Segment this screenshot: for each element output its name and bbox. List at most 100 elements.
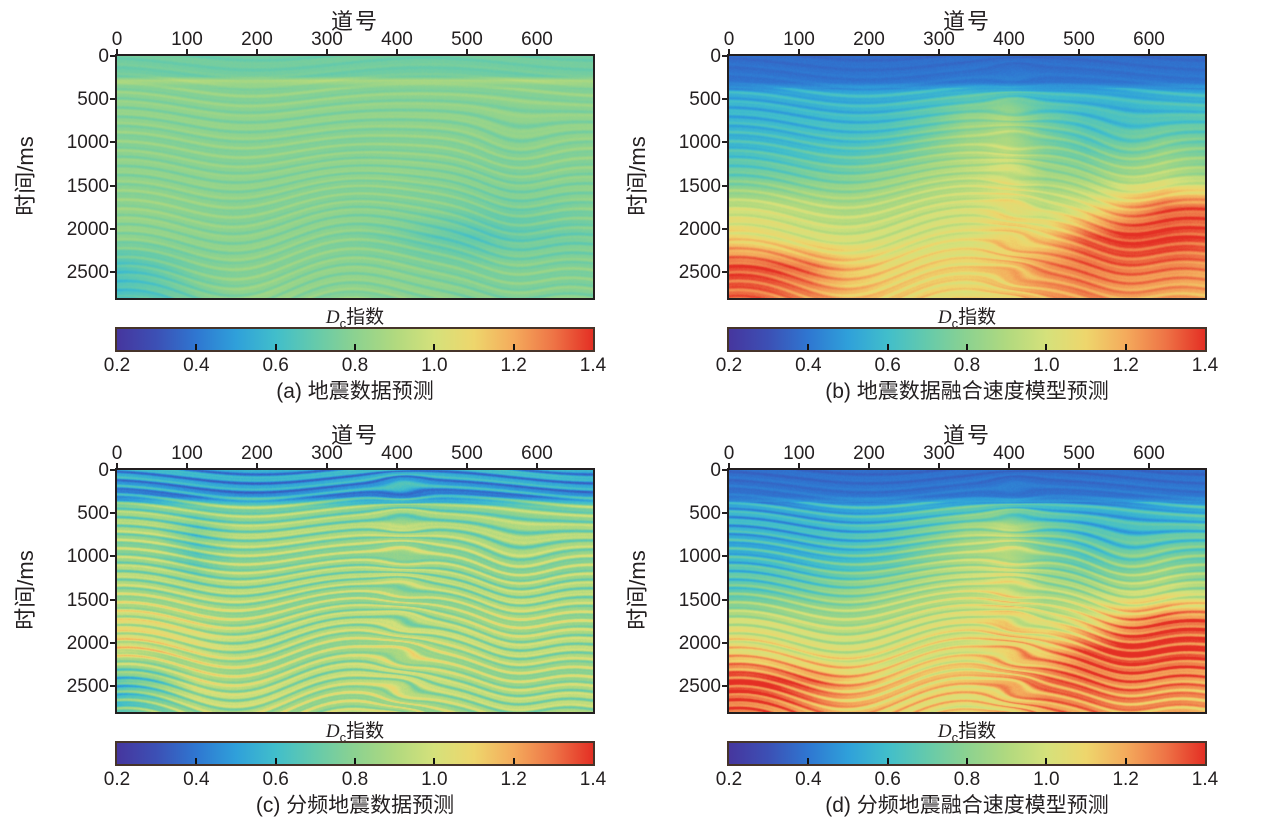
x-tick-mark (798, 49, 800, 56)
colorbar-tick-mark (1124, 758, 1127, 764)
colorbar-tick-label: 1.4 (579, 769, 607, 790)
y-tick-label: 2000 (66, 218, 109, 240)
colorbar-tick-label: 0.6 (262, 355, 289, 376)
y-axis-title: 时间/ms (13, 550, 38, 630)
x-tick-label: 300 (311, 29, 343, 50)
colorbar-tick-label: 1.0 (1033, 355, 1060, 376)
x-tick-label: 200 (853, 443, 885, 464)
x-tick-mark (798, 463, 800, 470)
colorbar-tick-mark (274, 758, 277, 764)
colorbar-c (115, 741, 595, 766)
y-tick-mark (722, 685, 729, 688)
y-tick-label: 500 (689, 89, 721, 111)
x-axis-title: 道号 (330, 9, 379, 34)
y-tick-label: 1500 (66, 175, 109, 197)
caption-d: (d) 分频地震融合速度模型预测 (825, 794, 1109, 817)
x-tick-label: 300 (311, 443, 343, 464)
y-tick-label: 2000 (66, 632, 109, 654)
heatmap-plot-b (727, 54, 1207, 300)
colorbar-tick-label: 0.8 (341, 355, 369, 376)
x-tick-label: 0 (111, 29, 123, 50)
y-tick-label: 500 (689, 503, 721, 525)
colorbar-label: Dc指数 (325, 307, 385, 331)
colorbar-tick-label: 1.2 (500, 355, 527, 376)
colorbar-tick-label: 0.4 (183, 355, 210, 376)
colorbar-tick-mark (433, 344, 436, 350)
colorbar-tick-label: 1.2 (1112, 355, 1139, 376)
x-axis-title: 道号 (330, 423, 379, 448)
x-tick-label: 200 (853, 29, 885, 50)
colorbar-tick-label: 1.2 (500, 769, 527, 790)
colorbar-tick-label: 0.4 (795, 769, 822, 790)
x-tick-mark (466, 49, 468, 56)
y-tick-label: 1000 (66, 132, 109, 154)
y-tick-mark (722, 141, 729, 144)
y-tick-label: 1500 (66, 589, 109, 611)
y-tick-label: 2500 (678, 676, 721, 698)
x-tick-label: 200 (241, 29, 273, 50)
x-tick-label: 0 (723, 29, 735, 50)
x-tick-label: 0 (111, 443, 123, 464)
colorbar-label: Dc指数 (937, 721, 997, 745)
x-tick-mark (728, 463, 730, 470)
y-tick-mark (110, 512, 117, 515)
x-axis-title: 道号 (942, 423, 991, 448)
colorbar-tick-label: 0.6 (874, 355, 901, 376)
x-tick-mark (1008, 463, 1010, 470)
y-tick-mark (110, 184, 117, 187)
x-tick-label: 500 (1063, 29, 1095, 50)
y-tick-mark (722, 271, 729, 274)
colorbar-tick-label: 1.2 (1112, 769, 1139, 790)
x-tick-mark (396, 49, 398, 56)
colorbar-tick-mark (807, 758, 810, 764)
y-tick-mark (110, 271, 117, 274)
colorbar-tick-label: 0.8 (953, 355, 981, 376)
x-tick-mark (256, 49, 258, 56)
y-tick-label: 0 (98, 460, 109, 481)
x-tick-mark (396, 463, 398, 470)
colorbar-tick-mark (886, 344, 889, 350)
colorbar-tick-mark (512, 344, 515, 350)
x-tick-labels: 0 100 200 300 400 500 600 (0, 443, 656, 465)
x-tick-mark (1078, 49, 1080, 56)
colorbar-a (115, 327, 595, 352)
x-tick-label: 500 (451, 29, 483, 50)
x-tick-mark (868, 463, 870, 470)
colorbar-tick-label: 0.2 (715, 355, 743, 376)
y-tick-mark (110, 98, 117, 101)
colorbar-tick-label: 1.4 (1191, 355, 1219, 376)
y-tick-mark (110, 141, 117, 144)
y-tick-mark (110, 55, 117, 57)
x-tick-mark (186, 49, 188, 56)
x-tick-mark (466, 463, 468, 470)
x-tick-label: 400 (381, 443, 413, 464)
y-tick-mark (722, 55, 729, 57)
colorbar-label: Dc指数 (325, 721, 385, 745)
x-tick-label: 500 (1063, 443, 1095, 464)
y-tick-mark (722, 641, 729, 644)
x-tick-label: 0 (723, 443, 735, 464)
heatmap-plot-d (727, 468, 1207, 714)
y-tick-mark (722, 555, 729, 558)
colorbar-gradient (729, 329, 1205, 350)
caption-a: (a) 地震数据预测 (276, 380, 434, 403)
x-tick-mark (116, 463, 118, 470)
x-tick-mark (1008, 49, 1010, 56)
x-tick-mark (116, 49, 118, 56)
x-tick-mark (256, 463, 258, 470)
panel-a: 道号 0 100 200 300 400 500 600 时间/ms 0 500 1000 150… (0, 0, 656, 414)
y-tick-label: 2000 (678, 218, 721, 240)
colorbar-tick-mark (807, 344, 810, 350)
y-tick-label: 500 (77, 89, 109, 111)
colorbar-tick-label: 0.4 (795, 355, 822, 376)
colorbar-label: Dc指数 (937, 307, 997, 331)
x-tick-label: 100 (783, 443, 815, 464)
x-tick-label: 100 (783, 29, 815, 50)
y-tick-mark (722, 227, 729, 230)
y-tick-label: 0 (98, 46, 109, 67)
heatmap-plot-c (115, 468, 595, 714)
colorbar-tick-mark (274, 344, 277, 350)
x-tick-mark (186, 463, 188, 470)
x-tick-mark (536, 49, 538, 56)
y-tick-mark (110, 555, 117, 558)
